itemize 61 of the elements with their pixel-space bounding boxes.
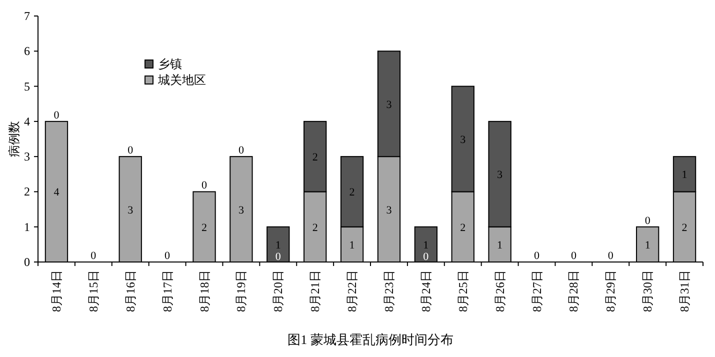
y-tick-label: 3 bbox=[24, 150, 30, 164]
data-label: 3 bbox=[386, 204, 392, 216]
x-tick-label: 8月27日 bbox=[530, 270, 544, 312]
data-label: 0 bbox=[608, 250, 614, 262]
y-axis-title: 病例数 bbox=[7, 121, 21, 157]
x-tick-label: 8月28日 bbox=[566, 270, 581, 312]
data-label: 3 bbox=[460, 134, 466, 146]
y-tick-label: 7 bbox=[24, 9, 30, 23]
y-tick-label: 2 bbox=[24, 184, 30, 199]
x-tick-label: 8月19日 bbox=[234, 270, 248, 312]
x-tick-label: 8月24日 bbox=[418, 270, 433, 312]
data-label: 3 bbox=[238, 204, 244, 216]
text: 图1 蒙城县霍乱病例时间分布 bbox=[288, 332, 454, 347]
data-label: 0 bbox=[164, 250, 171, 262]
y-tick-label: 6 bbox=[24, 44, 30, 58]
data-label: 2 bbox=[202, 222, 207, 234]
x-tick-label: 8月30日 bbox=[640, 270, 655, 312]
data-label: 2 bbox=[312, 222, 318, 234]
x-tick-label: 8月25日 bbox=[456, 270, 470, 312]
data-label: 0 bbox=[238, 144, 244, 157]
legend-label: 城关地区 bbox=[157, 73, 206, 87]
data-label: 0 bbox=[90, 250, 97, 262]
data-label: 1 bbox=[275, 239, 281, 252]
data-label: 0 bbox=[128, 144, 134, 157]
x-tick-label: 8月29日 bbox=[604, 270, 618, 312]
data-label: 0 bbox=[644, 214, 651, 227]
y-tick-label: 0 bbox=[24, 255, 30, 269]
data-label: 3 bbox=[386, 98, 392, 111]
data-label: 1 bbox=[497, 239, 503, 252]
data-label: 1 bbox=[644, 239, 650, 252]
data-label: 0 bbox=[202, 180, 208, 192]
data-label: 2 bbox=[682, 222, 688, 234]
legend-label: 乡镇 bbox=[158, 57, 182, 71]
data-label: 3 bbox=[128, 204, 134, 216]
x-tick-label: 8月14日 bbox=[49, 270, 64, 312]
data-label: 3 bbox=[497, 169, 504, 182]
y-tick-label: 4 bbox=[24, 114, 30, 128]
data-label: 0 bbox=[54, 109, 60, 122]
data-label: 0 bbox=[570, 250, 577, 262]
data-label: 4 bbox=[54, 186, 60, 199]
x-tick-label: 8月21日 bbox=[308, 270, 322, 312]
data-label: 0 bbox=[423, 251, 430, 263]
data-label: 0 bbox=[275, 251, 282, 263]
data-label: 2 bbox=[460, 222, 466, 234]
x-tick-label: 8月23日 bbox=[382, 270, 396, 312]
data-label: 1 bbox=[423, 239, 429, 252]
x-tick-label: 8月16日 bbox=[123, 270, 138, 312]
x-tick-label: 8月18日 bbox=[197, 270, 212, 312]
data-label: 0 bbox=[534, 250, 540, 262]
x-tick-label: 8月17日 bbox=[160, 270, 174, 312]
data-label: 2 bbox=[349, 186, 355, 199]
y-tick-label: 1 bbox=[24, 220, 30, 234]
data-label: 2 bbox=[312, 152, 318, 164]
x-tick-label: 8月20日 bbox=[271, 270, 286, 312]
x-tick-label: 8月26日 bbox=[492, 270, 507, 312]
x-tick-label: 8月15日 bbox=[86, 270, 100, 312]
y-tick-label: 5 bbox=[24, 79, 30, 94]
data-label: 1 bbox=[682, 169, 688, 182]
x-tick-label: 8月22日 bbox=[345, 270, 360, 312]
x-tick-label: 8月31日 bbox=[678, 270, 692, 312]
data-label: 1 bbox=[349, 239, 355, 252]
